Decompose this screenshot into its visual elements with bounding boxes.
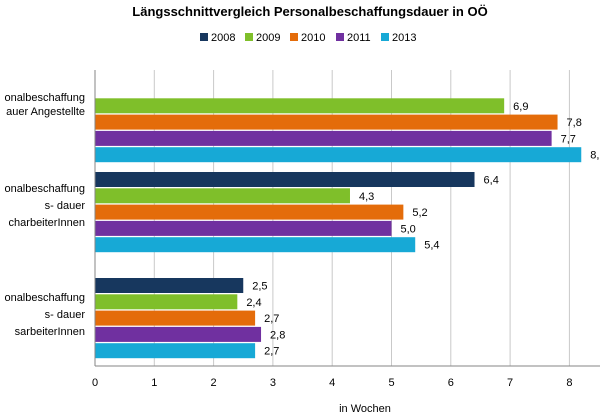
x-tick-label: 6 [448,377,454,389]
bar [95,326,262,342]
bar [95,343,256,359]
bar [95,98,505,114]
x-tick-label: 8 [566,377,572,389]
bar [95,130,552,146]
legend-swatch [290,33,298,41]
data-label: 2,8 [270,329,285,341]
data-label: 5,2 [412,207,427,219]
bars: 6,4 2,5 6,9 4,3 2,4 7,8 5,2 2,7 7,7 5,0 2,8 8, 5,4 2,… [95,98,599,359]
data-label: 5,0 [401,223,416,235]
category-label: s- dauer [45,200,86,212]
bar [95,204,404,220]
x-tick-label: 1 [151,377,157,389]
data-label: 2,7 [264,346,279,358]
bar [95,278,244,293]
x-tick-label: 5 [388,377,394,389]
x-tick-label: 0 [92,377,98,389]
x-axis-title: in Wochen [339,403,391,415]
category-label: s- dauer [45,309,86,321]
legend-swatch [381,33,389,41]
legend-swatch [245,33,253,41]
category-label: onalbeschaffung [4,292,85,304]
category-label: auer Angestellte [6,106,85,118]
bar [95,114,558,130]
data-label: 4,3 [359,191,374,203]
data-label: 2,5 [252,281,267,293]
data-label: 7,7 [561,133,576,145]
legend-label: 2011 [347,32,371,44]
legend-label: 2013 [392,32,416,44]
data-label: 8, [590,150,599,162]
bar [95,310,256,326]
legend: 2008 2009 2010 2011 2013 [200,32,416,44]
legend-label: 2009 [256,32,280,44]
category-labels: onalbeschaffung auer Angestellte onalbesch… [4,92,85,338]
legend-label: 2008 [211,32,235,44]
data-label: 2,4 [246,297,261,309]
x-tick-label: 3 [270,377,276,389]
data-label: 2,7 [264,313,279,325]
data-label: 6,9 [513,101,528,113]
bar [95,237,416,253]
bar [95,172,475,187]
x-tick-label: 7 [507,377,513,389]
x-tick-label: 2 [211,377,217,389]
bar [95,220,392,236]
bar [95,147,582,163]
data-label: 6,4 [484,175,499,187]
x-tick-label: 4 [329,377,335,389]
data-label: 7,8 [567,117,582,129]
data-label: 5,4 [424,240,439,252]
category-label: onalbeschaffung [4,183,85,195]
legend-label: 2010 [301,32,325,44]
x-axis-ticks: 0 1 2 3 4 5 6 7 8 [92,377,573,389]
chart-title: Längsschnittvergleich Personalbeschaffun… [132,4,487,19]
legend-swatch [200,33,208,41]
category-label: sarbeiterInnen [15,326,85,338]
legend-swatch [336,33,344,41]
bar [95,188,350,204]
category-label: charbeiterInnen [9,217,85,229]
category-label: onalbeschaffung [4,92,85,104]
bar [95,294,238,310]
